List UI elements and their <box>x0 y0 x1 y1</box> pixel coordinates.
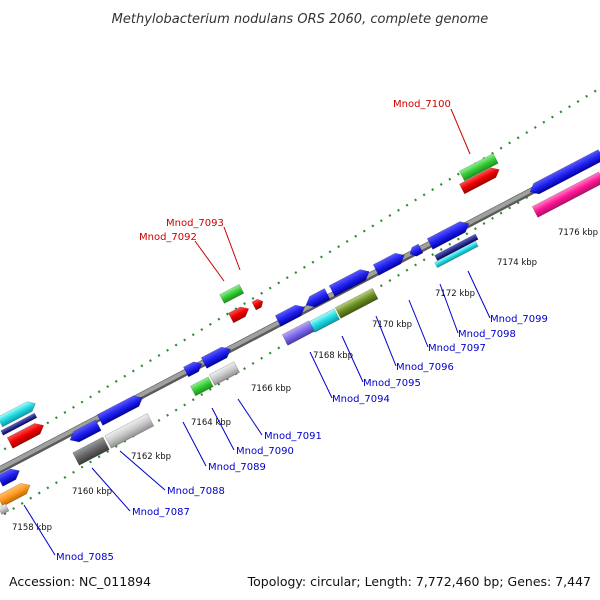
gene-label-mnod-7090[interactable]: Mnod_7090 <box>236 446 294 457</box>
kbp-label-7166: 7166 kbp <box>251 384 291 394</box>
gene-mnod-7088-b[interactable] <box>72 436 110 466</box>
gene-mnod-7095-b[interactable] <box>334 287 379 319</box>
gene-label-mnod-7085[interactable]: Mnod_7085 <box>56 552 114 563</box>
gene-mnod-7098-a[interactable] <box>434 233 479 262</box>
gene-label-mnod-7093[interactable]: Mnod_7093 <box>166 218 224 229</box>
gene-mnod-7099[interactable] <box>426 218 472 250</box>
gene-label-mnod-7098[interactable]: Mnod_7098 <box>458 329 516 340</box>
gene-mnod-7100-a[interactable] <box>459 153 499 182</box>
leader-mnod-7095 <box>341 335 364 383</box>
leader-mnod-7100 <box>450 108 471 155</box>
leader-mnod-7087 <box>91 467 131 512</box>
gene-mnod-7097[interactable] <box>408 243 424 258</box>
leader-mnod-7092 <box>194 240 225 282</box>
gene-mnod-7094-c[interactable] <box>281 320 315 346</box>
leader-mnod-7085 <box>23 504 56 556</box>
kbp-label-7170: 7170 kbp <box>372 320 412 330</box>
kbp-label-7162: 7162 kbp <box>131 452 171 462</box>
gene-label-mnod-7094[interactable]: Mnod_7094 <box>332 394 390 405</box>
leader-mnod-7097 <box>408 299 429 348</box>
kbp-label-7174: 7174 kbp <box>497 258 537 268</box>
gene-right-blue[interactable] <box>527 149 600 198</box>
kbp-label-7172: 7172 kbp <box>435 289 475 299</box>
leader-mnod-7089 <box>182 421 207 467</box>
gene-mnod-7090-b[interactable] <box>190 376 214 397</box>
gene-mnod-7089-a[interactable] <box>96 392 145 426</box>
leader-mnod-7093 <box>223 226 241 271</box>
label-leaders <box>23 108 491 556</box>
gene-labels: Mnod_7100 Mnod_7093 Mnod_7092 Mnod_7099 … <box>56 99 548 563</box>
gene-left-red[interactable] <box>6 420 46 449</box>
gene-left-navy[interactable] <box>0 412 38 436</box>
gene-left-cyan[interactable] <box>0 399 38 428</box>
outer-tick-rail <box>0 86 600 454</box>
map-title: Methylobacterium nodulans ORS 2060, comp… <box>112 12 489 27</box>
gene-label-mnod-7096[interactable]: Mnod_7096 <box>396 362 454 373</box>
gene-label-mnod-7092[interactable]: Mnod_7092 <box>139 232 197 243</box>
leader-mnod-7094 <box>309 351 333 399</box>
kbp-label-7164: 7164 kbp <box>191 418 231 428</box>
genome-summary-text: Topology: circular; Length: 7,772,460 bp… <box>247 574 591 589</box>
kbp-label-7168: 7168 kbp <box>313 351 353 361</box>
gene-label-mnod-7097[interactable]: Mnod_7097 <box>428 343 486 354</box>
gene-mnod-7095-a[interactable] <box>328 266 372 297</box>
leader-mnod-7098 <box>439 283 459 334</box>
gene-label-mnod-7099[interactable]: Mnod_7099 <box>490 314 548 325</box>
kbp-scale: 7158 kbp 7160 kbp 7162 kbp 7164 kbp 7166… <box>12 228 598 533</box>
gene-mnod-7094-d[interactable] <box>274 302 307 327</box>
gene-mnod-7092-a[interactable] <box>219 283 245 304</box>
leader-mnod-7096 <box>375 315 397 367</box>
gene-mnod-7093[interactable] <box>251 297 265 311</box>
kbp-label-7176: 7176 kbp <box>558 228 598 238</box>
leader-mnod-7088 <box>119 450 166 491</box>
gene-mnod-7096[interactable] <box>372 250 407 276</box>
gene-label-mnod-7087[interactable]: Mnod_7087 <box>132 507 190 518</box>
gene-mnod-7088-a[interactable] <box>67 419 102 445</box>
gene-label-mnod-7088[interactable]: Mnod_7088 <box>167 486 225 497</box>
gene-mnod-7091-b[interactable] <box>208 361 240 386</box>
gene-label-mnod-7089[interactable]: Mnod_7089 <box>208 462 266 473</box>
gene-label-mnod-7091[interactable]: Mnod_7091 <box>264 431 322 442</box>
gene-label-mnod-7095[interactable]: Mnod_7095 <box>363 378 421 389</box>
leader-mnod-7099 <box>467 270 491 319</box>
kbp-label-7158: 7158 kbp <box>12 523 52 533</box>
leader-mnod-7091 <box>237 398 263 436</box>
gene-mnod-7085-a[interactable] <box>0 465 22 487</box>
gene-mnod-7094-a[interactable] <box>303 288 331 311</box>
gene-mnod-7085-c[interactable] <box>0 503 10 515</box>
kbp-label-7160: 7160 kbp <box>72 487 112 497</box>
gene-label-mnod-7100[interactable]: Mnod_7100 <box>393 99 451 110</box>
gene-mnod-7085-b[interactable] <box>0 480 33 507</box>
accession-text: Accession: NC_011894 <box>9 574 151 589</box>
gene-mnod-7089-b[interactable] <box>104 413 155 449</box>
gene-features <box>0 149 600 515</box>
leader-mnod-7090 <box>211 407 235 451</box>
gene-mnod-7091-a[interactable] <box>200 344 233 369</box>
gene-mnod-7100-b[interactable] <box>459 165 501 195</box>
gene-mnod-7092-b[interactable] <box>228 304 251 324</box>
gene-mnod-7094-b[interactable] <box>308 308 340 333</box>
gene-right-pink[interactable] <box>531 171 600 218</box>
gene-mnod-7090-a[interactable] <box>183 359 204 378</box>
gene-mnod-7098-b[interactable] <box>434 240 479 269</box>
